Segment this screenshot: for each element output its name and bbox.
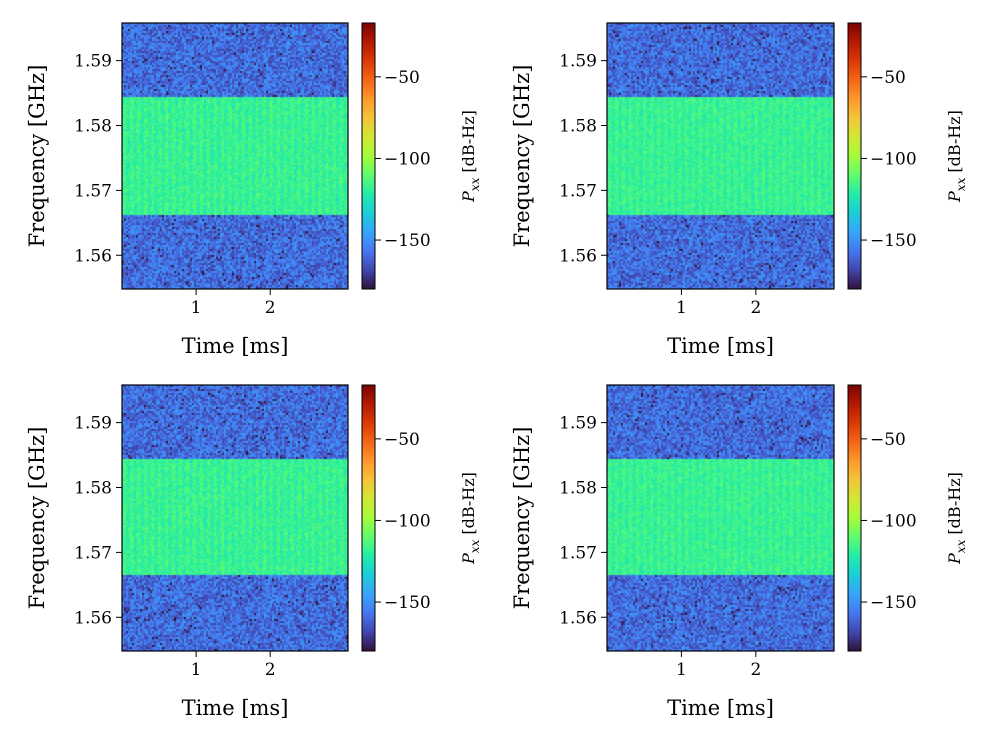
plot-frame [606,384,835,652]
x-axis-label: Time [ms] [667,696,774,720]
x-tick-label: 1 [676,660,687,680]
spectrogram-panel-top-left: 1 2 1.56 1.57 1.58 1.59 Time [ms] Frequency [GH… [25,22,482,358]
y-tick-label: 1.58 [559,117,597,137]
y-tick-label: 1.57 [559,543,597,563]
x-tick-label: 1 [676,298,687,318]
colorbar-tick-label: −100 [870,511,917,531]
colorbar-tick-label: −150 [384,593,431,613]
colorbar [361,384,376,652]
colorbar-label: Pxx [dB-Hz] [945,110,968,203]
y-tick-label: 1.56 [74,608,112,628]
spectrogram-heatmap [122,385,348,651]
colorbar-tick-label: −100 [384,511,431,531]
colorbar-label-unit: [dB-Hz] [945,110,964,173]
colorbar-tick-label: −50 [384,430,420,450]
plot-frame [606,22,835,290]
y-tick-label: 1.56 [559,608,597,628]
y-tick-label: 1.56 [74,246,112,266]
spectrogram-panel-top-right: 1 2 1.56 1.57 1.58 1.59 Time [ms] Frequency [GH… [510,22,968,358]
y-tick-label: 1.57 [74,181,112,201]
colorbar-tick-label: −150 [870,231,917,251]
x-tick-label: 2 [265,298,276,318]
colorbar-label-unit: [dB-Hz] [459,472,478,535]
spectrogram-heatmap [607,23,834,289]
colorbar [847,384,862,652]
colorbar-label-symbol: P [459,191,478,203]
x-axis-label: Time [ms] [182,334,289,358]
y-axis-label: Frequency [GHz] [25,427,49,610]
plot-frame [121,384,349,652]
x-tick-label: 2 [265,660,276,680]
colorbar [847,22,862,290]
y-axis-label: Frequency [GHz] [510,65,534,248]
colorbar-tick-label: −50 [870,68,906,88]
colorbar [361,22,376,290]
colorbar-label: Pxx [dB-Hz] [459,472,482,565]
colorbar-label-subscript: xx [954,177,968,191]
colorbar-label-symbol: P [459,553,478,565]
y-tick-label: 1.57 [74,543,112,563]
y-tick-label: 1.57 [559,181,597,201]
y-axis-label: Frequency [GHz] [510,427,534,610]
colorbar-label-subscript: xx [468,539,482,553]
colorbar-label: Pxx [dB-Hz] [945,472,968,565]
y-tick-label: 1.56 [559,246,597,266]
y-tick-label: 1.59 [74,52,112,72]
colorbar-label-unit: [dB-Hz] [459,110,478,173]
x-axis-label: Time [ms] [182,696,289,720]
y-axis-label: Frequency [GHz] [25,65,49,248]
x-tick-label: 2 [750,298,761,318]
colorbar-tick-label: −100 [870,149,917,169]
colorbar-tick-label: −150 [870,593,917,613]
x-axis-label: Time [ms] [667,334,774,358]
colorbar-tick-label: −150 [384,231,431,251]
y-tick-label: 1.58 [74,479,112,499]
colorbar-label-unit: [dB-Hz] [945,472,964,535]
spectrogram-panel-bottom-left: 1 2 1.56 1.57 1.58 1.59 Time [ms] Frequency [GH… [25,384,482,720]
y-tick-label: 1.59 [74,414,112,434]
colorbar-tick-label: −50 [870,430,906,450]
colorbar-label-subscript: xx [954,539,968,553]
y-tick-label: 1.59 [559,414,597,434]
y-tick-label: 1.59 [559,52,597,72]
colorbar-tick-label: −100 [384,149,431,169]
colorbar-label: Pxx [dB-Hz] [459,110,482,203]
x-tick-label: 1 [191,660,202,680]
spectrogram-heatmap [607,385,834,651]
x-tick-label: 1 [191,298,202,318]
x-tick-label: 2 [750,660,761,680]
y-tick-label: 1.58 [74,117,112,137]
y-tick-label: 1.58 [559,479,597,499]
colorbar-label-symbol: P [945,191,964,203]
colorbar-label-symbol: P [945,553,964,565]
colorbar-tick-label: −50 [384,68,420,88]
spectrogram-panel-bottom-right: 1 2 1.56 1.57 1.58 1.59 Time [ms] Frequency [GH… [510,384,968,720]
spectrogram-heatmap [122,23,348,289]
plot-frame [121,22,349,290]
colorbar-label-subscript: xx [468,177,482,191]
